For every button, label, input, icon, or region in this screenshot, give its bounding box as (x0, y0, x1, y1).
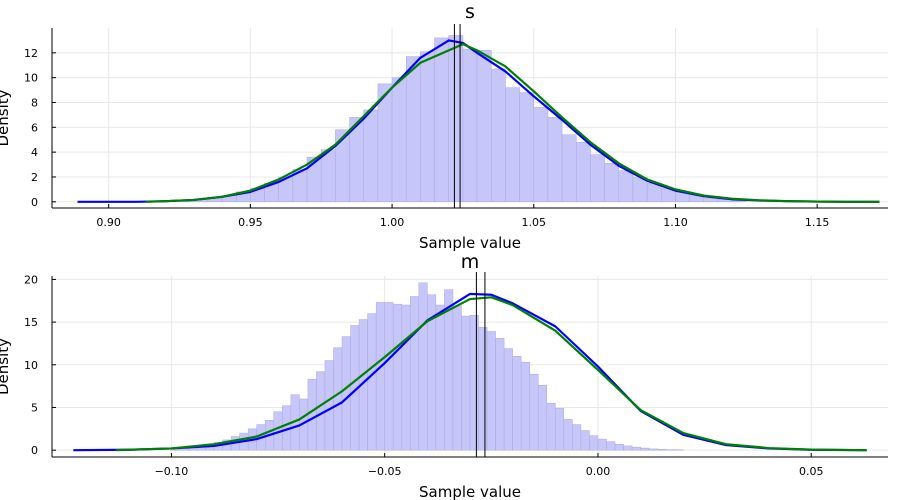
histogram-bar (665, 449, 675, 451)
histogram-bar (614, 443, 624, 451)
x-tick-label: 1.10 (663, 216, 688, 229)
x-tick-label: −0.05 (368, 465, 402, 478)
panel-m: −0.10 −0.05 0.00 0.05 0 5 10 15 20 m Sample value D… (0, 251, 888, 500)
histogram-bar (590, 154, 605, 203)
histogram-bar (320, 149, 336, 203)
histogram-bar (444, 289, 454, 451)
histogram-bar (555, 408, 565, 451)
y-tick-label: 10 (24, 72, 38, 85)
x-axis-title: Sample value (419, 234, 521, 252)
histogram-bar (520, 361, 530, 451)
histogram-bar (405, 56, 421, 203)
histogram-bar (461, 315, 471, 451)
y-tick-label: 5 (31, 401, 38, 414)
histogram-bar (604, 163, 620, 203)
histogram-bar (597, 438, 607, 451)
histogram-bar (618, 170, 634, 203)
histogram-bar (580, 430, 590, 451)
histogram (171, 282, 684, 451)
histogram-bar (512, 356, 522, 451)
histogram (179, 35, 747, 203)
histogram-bar (452, 305, 462, 451)
histogram-bar (476, 50, 492, 203)
y-axis-title: Density (0, 338, 12, 395)
histogram-bar (392, 303, 403, 451)
y-tick-label: 0 (31, 196, 38, 209)
x-tick-label: 0.05 (799, 465, 824, 478)
x-tick-label: 0.90 (96, 216, 121, 229)
histogram-bar (384, 302, 394, 451)
histogram-bar (478, 326, 488, 451)
y-tick-label: 12 (24, 47, 38, 60)
histogram-bar (505, 87, 520, 203)
histogram-bar (410, 296, 420, 451)
histogram-bar (572, 424, 582, 451)
histogram-bar (363, 109, 379, 203)
y-axis-title: Density (0, 89, 12, 146)
histogram-bar (434, 37, 449, 203)
histogram-bar (589, 435, 599, 451)
histogram-bar (341, 336, 351, 451)
x-tick-label: 0.00 (586, 465, 611, 478)
histogram-bar (547, 117, 563, 203)
histogram-bar (333, 347, 343, 451)
histogram-bar (519, 92, 535, 203)
histogram-bar (462, 48, 478, 203)
histogram-bar (391, 77, 407, 203)
x-tick-label: 1.15 (805, 216, 830, 229)
histogram-bar (324, 360, 334, 451)
x-tick-label: 0.95 (238, 216, 263, 229)
y-tick-label: 10 (24, 359, 38, 372)
histogram-bar (648, 448, 658, 451)
histogram-bar (623, 445, 633, 451)
histogram-bar (529, 373, 539, 451)
histogram-bar (503, 348, 513, 451)
histogram-bar (546, 402, 556, 451)
y-tick-label: 8 (31, 96, 38, 109)
y-tick-label: 6 (31, 121, 38, 134)
histogram-bar (631, 446, 641, 451)
histogram-bar (576, 141, 591, 203)
histogram-bar (375, 302, 385, 451)
x-axis-title: Sample value (419, 483, 521, 500)
histogram-bar (533, 107, 549, 203)
histogram-bar (657, 449, 667, 451)
histogram-bar (435, 304, 445, 451)
histogram-bar (448, 35, 464, 203)
histogram-bar (469, 315, 479, 451)
plot-title: s (465, 1, 475, 23)
y-tick-label: 4 (31, 146, 38, 159)
histogram-bar (606, 441, 616, 451)
panel-s: 0.90 0.95 1.00 1.05 1.10 1.15 0 2 4 6 8 10 12 s Sample… (0, 1, 888, 252)
histogram-bar (537, 385, 548, 451)
y-tick-label: 2 (31, 171, 38, 184)
histogram-bar (491, 68, 506, 203)
histogram-bar (367, 313, 377, 451)
density-line-green (115, 296, 867, 452)
histogram-bar (640, 447, 650, 451)
y-tick-label: 0 (31, 444, 38, 457)
histogram-bar (486, 331, 496, 451)
histogram-bar (418, 282, 428, 451)
histogram-bar (563, 419, 573, 451)
y-tick-label: 15 (24, 316, 38, 329)
histogram-bar (401, 304, 411, 451)
y-tick-label: 20 (24, 273, 38, 286)
plot-title: m (461, 251, 480, 273)
histogram-bar (307, 379, 317, 451)
histogram-bar (495, 338, 505, 451)
histogram-bar (561, 134, 577, 203)
x-tick-label: −0.10 (155, 465, 189, 478)
density-line-green (145, 43, 880, 203)
x-tick-label: 1.05 (522, 216, 547, 229)
histogram-bar (316, 371, 326, 451)
x-tick-label: 1.00 (380, 216, 405, 229)
histogram-bar (420, 51, 435, 203)
